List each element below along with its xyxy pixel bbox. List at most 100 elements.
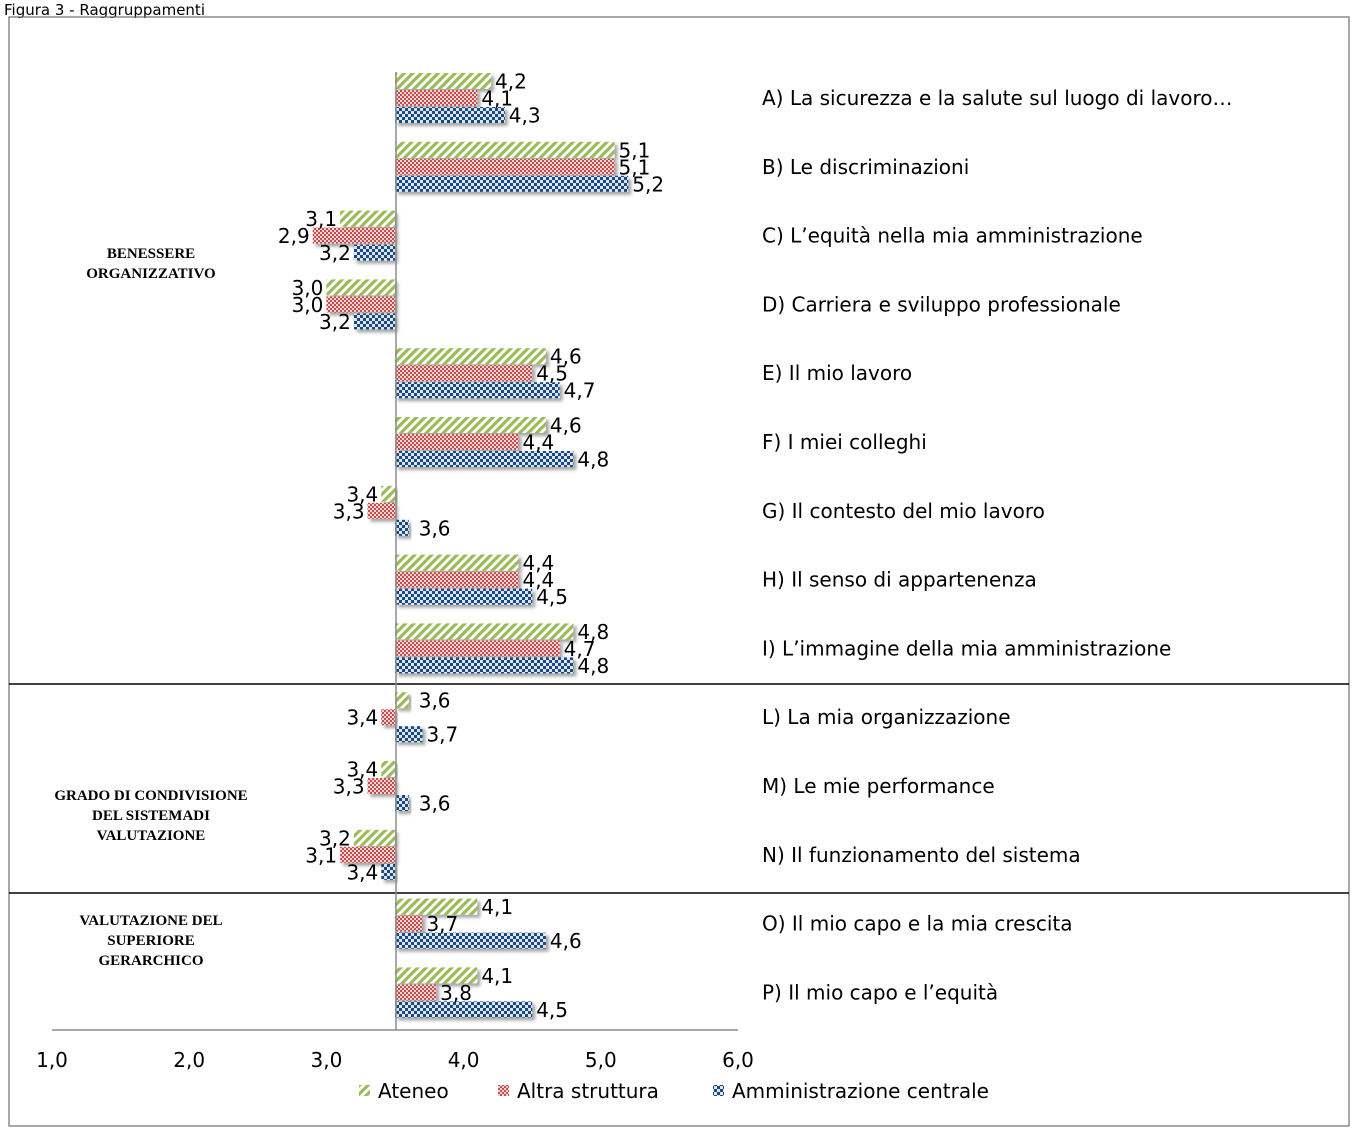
value-label-altra-struttura-10: 3,4 xyxy=(346,706,378,730)
value-label-altra-struttura-1: 4,1 xyxy=(481,87,513,111)
category-label-9: I) L’immagine della mia amministrazione xyxy=(762,636,1171,660)
bar-altra-struttura-1 xyxy=(395,90,478,106)
bar-ateneo-6 xyxy=(395,417,546,433)
legend-swatch-ateneo xyxy=(359,1085,370,1096)
value-label-ateneo-14: 4,1 xyxy=(481,964,513,988)
bar-altra-struttura-12 xyxy=(340,846,395,863)
bar-ateneo-2 xyxy=(395,141,615,158)
bar-amministrazione-centrale-14 xyxy=(395,1001,533,1018)
legend-swatch-altra-struttura xyxy=(498,1085,509,1096)
bars-layer xyxy=(312,73,629,1018)
value-label-ateneo-5: 4,6 xyxy=(550,345,582,369)
legend-label-altra-struttura: Altra struttura xyxy=(517,1079,659,1103)
bar-ateneo-14 xyxy=(395,967,478,984)
category-label-10: L) La mia organizzazione xyxy=(762,705,1011,729)
bar-amministrazione-centrale-10 xyxy=(395,726,423,743)
bar-ateneo-8 xyxy=(395,554,519,571)
bar-amministrazione-centrale-6 xyxy=(395,451,574,467)
chart-frame xyxy=(8,16,1350,1127)
bar-ateneo-4 xyxy=(326,279,395,296)
category-label-1: A) La sicurezza e la salute sul luogo di… xyxy=(762,86,1232,110)
value-label-ateneo-12: 3,2 xyxy=(319,826,351,850)
category-label-13: O) Il mio capo e la mia crescita xyxy=(762,912,1073,936)
value-label-altra-struttura-11: 3,3 xyxy=(333,775,365,799)
category-label-12: N) Il funzionamento del sistema xyxy=(762,843,1081,867)
x-tick-label-3: 3,0 xyxy=(310,1048,342,1072)
bar-altra-struttura-13 xyxy=(395,915,423,932)
category-labels-layer: A) La sicurezza e la salute sul luogo di… xyxy=(762,86,1232,1004)
value-label-amministrazione-centrale-5: 4,7 xyxy=(564,379,596,403)
bar-amministrazione-centrale-13 xyxy=(395,932,546,949)
bar-altra-struttura-11 xyxy=(367,778,395,794)
section-labels-layer: BENESSERE ORGANIZZATIVO GRADO DI CONDIVISI… xyxy=(54,246,247,969)
x-tick-label-6: 6,0 xyxy=(722,1048,754,1072)
value-label-ateneo-10: 3,6 xyxy=(419,689,451,713)
section-label-1-line-1: BENESSERE xyxy=(107,246,195,262)
value-label-altra-struttura-9: 4,7 xyxy=(564,637,596,661)
bar-ateneo-9 xyxy=(395,623,574,640)
category-label-5: E) Il mio lavoro xyxy=(762,361,912,385)
value-label-altra-struttura-5: 4,5 xyxy=(536,362,568,386)
value-label-amministrazione-centrale-9: 4,8 xyxy=(577,654,609,678)
bar-amministrazione-centrale-3 xyxy=(353,244,395,261)
category-label-8: H) Il senso di appartenenza xyxy=(762,568,1037,592)
value-label-ateneo-6: 4,6 xyxy=(550,414,582,438)
value-label-ateneo-3: 3,1 xyxy=(305,207,337,231)
bar-amministrazione-centrale-9 xyxy=(395,657,574,674)
value-label-amministrazione-centrale-4: 3,2 xyxy=(319,310,351,334)
section-label-1-line-2: ORGANIZZATIVO xyxy=(86,266,215,282)
bar-amministrazione-centrale-1 xyxy=(395,107,505,123)
bar-amministrazione-centrale-2 xyxy=(395,175,629,192)
value-label-amministrazione-centrale-7: 3,6 xyxy=(419,516,451,540)
value-label-altra-struttura-3: 2,9 xyxy=(278,224,310,248)
legend-label-amministrazione-centrale: Amministrazione centrale xyxy=(732,1079,989,1103)
bar-ateneo-3 xyxy=(340,210,395,227)
category-label-11: M) Le mie performance xyxy=(762,774,995,798)
bar-ateneo-10 xyxy=(395,692,409,709)
value-label-amministrazione-centrale-2: 5,2 xyxy=(632,172,664,196)
value-labels-layer: 4,24,14,35,15,15,23,12,93,23,03,03,24,64… xyxy=(278,70,664,1022)
value-label-ateneo-4: 3,0 xyxy=(292,276,324,300)
bar-amministrazione-centrale-5 xyxy=(395,382,560,399)
bar-altra-struttura-14 xyxy=(395,984,437,1001)
bar-amministrazione-centrale-7 xyxy=(395,519,409,536)
bar-altra-struttura-9 xyxy=(395,640,560,657)
value-label-ateneo-2: 5,1 xyxy=(619,138,651,162)
value-label-amministrazione-centrale-14: 4,5 xyxy=(536,998,568,1022)
section-label-2-line-1: GRADO DI CONDIVISIONE xyxy=(54,788,247,804)
value-label-amministrazione-centrale-3: 3,2 xyxy=(319,241,351,265)
value-label-altra-struttura-6: 4,4 xyxy=(522,431,554,455)
bar-altra-struttura-6 xyxy=(395,434,519,450)
value-label-ateneo-7: 3,4 xyxy=(346,482,378,506)
value-label-ateneo-13: 4,1 xyxy=(481,895,513,919)
value-label-altra-struttura-4: 3,0 xyxy=(292,293,324,317)
bar-altra-struttura-7 xyxy=(367,502,395,519)
value-label-ateneo-11: 3,4 xyxy=(346,758,378,782)
value-label-ateneo-1: 4,2 xyxy=(495,70,527,94)
legend-label-ateneo: Ateneo xyxy=(378,1079,449,1103)
value-label-amministrazione-centrale-12: 3,4 xyxy=(346,860,378,884)
x-tick-labels: 1,0 2,0 3,0 4,0 5,0 6,0 xyxy=(36,1048,754,1072)
category-label-4: D) Carriera e sviluppo professionale xyxy=(762,292,1121,316)
value-label-amministrazione-centrale-6: 4,8 xyxy=(577,448,609,472)
section-label-2-line-3: VALUTAZIONE xyxy=(97,828,206,844)
category-label-7: G) Il contesto del mio lavoro xyxy=(762,499,1045,523)
bar-ateneo-5 xyxy=(395,348,546,365)
value-label-amministrazione-centrale-11: 3,6 xyxy=(419,792,451,816)
bar-altra-struttura-10 xyxy=(381,709,395,726)
section-label-3-line-3: GERARCHICO xyxy=(98,953,203,969)
category-label-14: P) Il mio capo e l’equità xyxy=(762,980,998,1004)
bar-ateneo-12 xyxy=(353,829,395,846)
bar-amministrazione-centrale-11 xyxy=(395,795,409,811)
value-label-amministrazione-centrale-10: 3,7 xyxy=(426,723,458,747)
value-label-ateneo-8: 4,4 xyxy=(522,551,554,575)
x-tick-label-5: 5,0 xyxy=(585,1048,617,1072)
bar-ateneo-13 xyxy=(395,898,478,915)
bar-altra-struttura-3 xyxy=(312,227,395,244)
bar-altra-struttura-5 xyxy=(395,365,533,382)
value-label-altra-struttura-13: 3,7 xyxy=(426,912,458,936)
bar-ateneo-11 xyxy=(381,761,395,777)
value-label-altra-struttura-12: 3,1 xyxy=(305,843,337,867)
category-label-3: C) L’equità nella mia amministrazione xyxy=(762,224,1143,248)
